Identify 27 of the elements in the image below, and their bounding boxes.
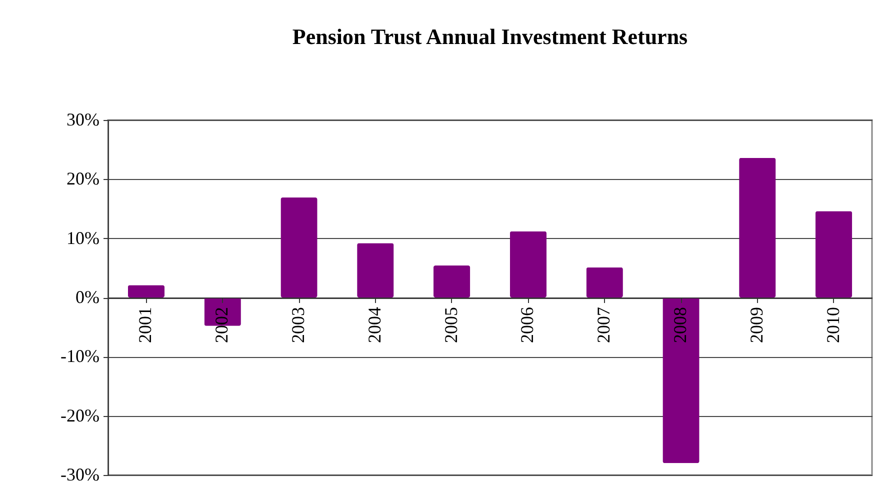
bar — [815, 211, 852, 298]
y-tick-label: -20% — [60, 405, 100, 426]
y-tick-label: 20% — [66, 168, 100, 189]
bar — [357, 243, 394, 298]
x-tick-label: 2006 — [517, 307, 538, 343]
y-tick-label: -10% — [60, 346, 100, 366]
y-tick-label: 30% — [66, 110, 100, 130]
x-tick-label: 2010 — [822, 307, 843, 343]
x-tick-label: 2002 — [212, 307, 232, 343]
x-tick-label: 2001 — [135, 307, 156, 343]
y-tick-label: -30% — [60, 464, 100, 484]
bar — [739, 158, 776, 298]
bar — [510, 231, 547, 298]
bar — [128, 285, 165, 298]
x-tick-label: 2005 — [440, 307, 461, 343]
y-tick-label: 0% — [76, 287, 100, 307]
chart-title: Pension Trust Annual Investment Returns — [292, 24, 688, 49]
y-tick-label: 10% — [66, 228, 100, 248]
x-tick-label: 2008 — [670, 307, 690, 343]
bar — [280, 198, 318, 298]
x-tick-label: 2004 — [364, 307, 384, 343]
bar — [433, 266, 470, 298]
x-tick-label: 2007 — [594, 307, 614, 343]
x-tick-label: 2009 — [746, 307, 766, 343]
bar — [662, 298, 700, 464]
x-tick-label: 2003 — [288, 307, 308, 343]
bar — [586, 267, 623, 298]
